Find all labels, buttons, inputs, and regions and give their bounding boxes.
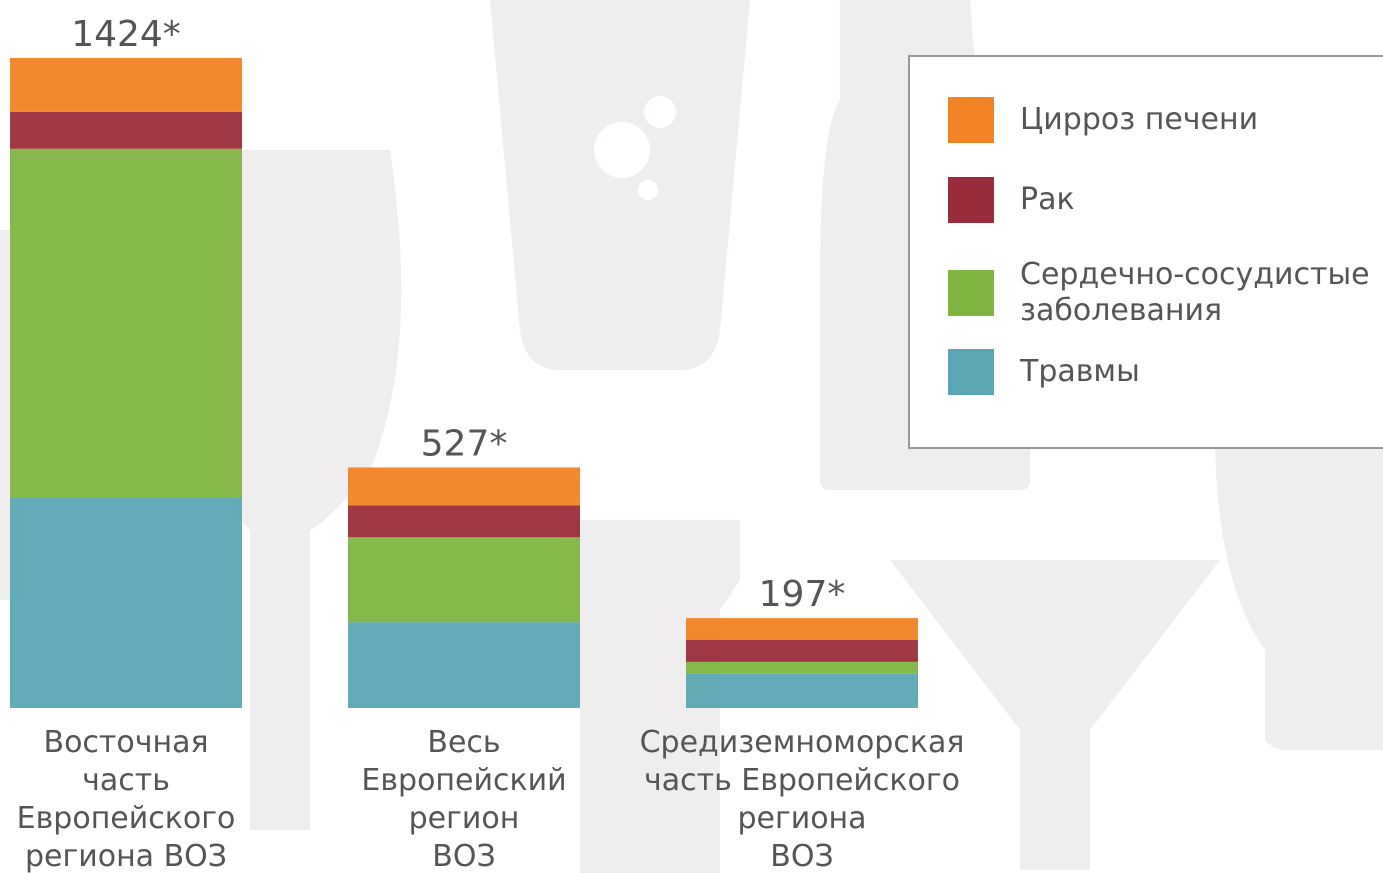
total-label: 197* — [759, 574, 846, 615]
total-label: 1424* — [71, 14, 181, 55]
legend-label: Рак — [1020, 182, 1075, 218]
bar-segment — [348, 622, 580, 708]
bar-segment — [10, 149, 242, 498]
bar-segment — [348, 505, 580, 537]
bar-segment — [348, 537, 580, 622]
x-tick-label: Средиземноморская часть Европейского рег… — [632, 724, 972, 873]
legend-label: Цирроз печени — [1020, 102, 1258, 138]
total-label: 527* — [421, 423, 508, 464]
bar-segment — [10, 498, 242, 708]
legend-swatch — [948, 97, 994, 143]
legend-swatch — [948, 270, 994, 316]
legend-swatch — [948, 177, 994, 223]
bar-segment — [10, 112, 242, 149]
bar-segment — [686, 618, 918, 640]
x-tick-label: Восточная часть Европейского региона ВОЗ — [0, 724, 296, 873]
x-tick-label: Весь Европейский регион ВОЗ — [294, 724, 634, 873]
legend-label: Сердечно-сосудистые заболевания — [1020, 257, 1370, 329]
legend-item: Цирроз печени — [948, 97, 1258, 143]
legend-item: Сердечно-сосудистые заболевания — [948, 257, 1370, 329]
bar-segment — [686, 662, 918, 674]
legend-swatch — [948, 349, 994, 395]
legend-item: Рак — [948, 177, 1075, 223]
legend-label: Травмы — [1020, 354, 1140, 390]
bar-segment — [686, 640, 918, 662]
bar-segment — [686, 674, 918, 708]
legend: Цирроз печени Рак Сердечно-сосудистые забо… — [908, 55, 1383, 449]
legend-item: Травмы — [948, 349, 1140, 395]
bar-segment — [10, 58, 242, 112]
bar-segment — [348, 467, 580, 505]
chart: 1424* 527* 197* Цирроз печени Рак Сердечно-с… — [0, 0, 1383, 873]
